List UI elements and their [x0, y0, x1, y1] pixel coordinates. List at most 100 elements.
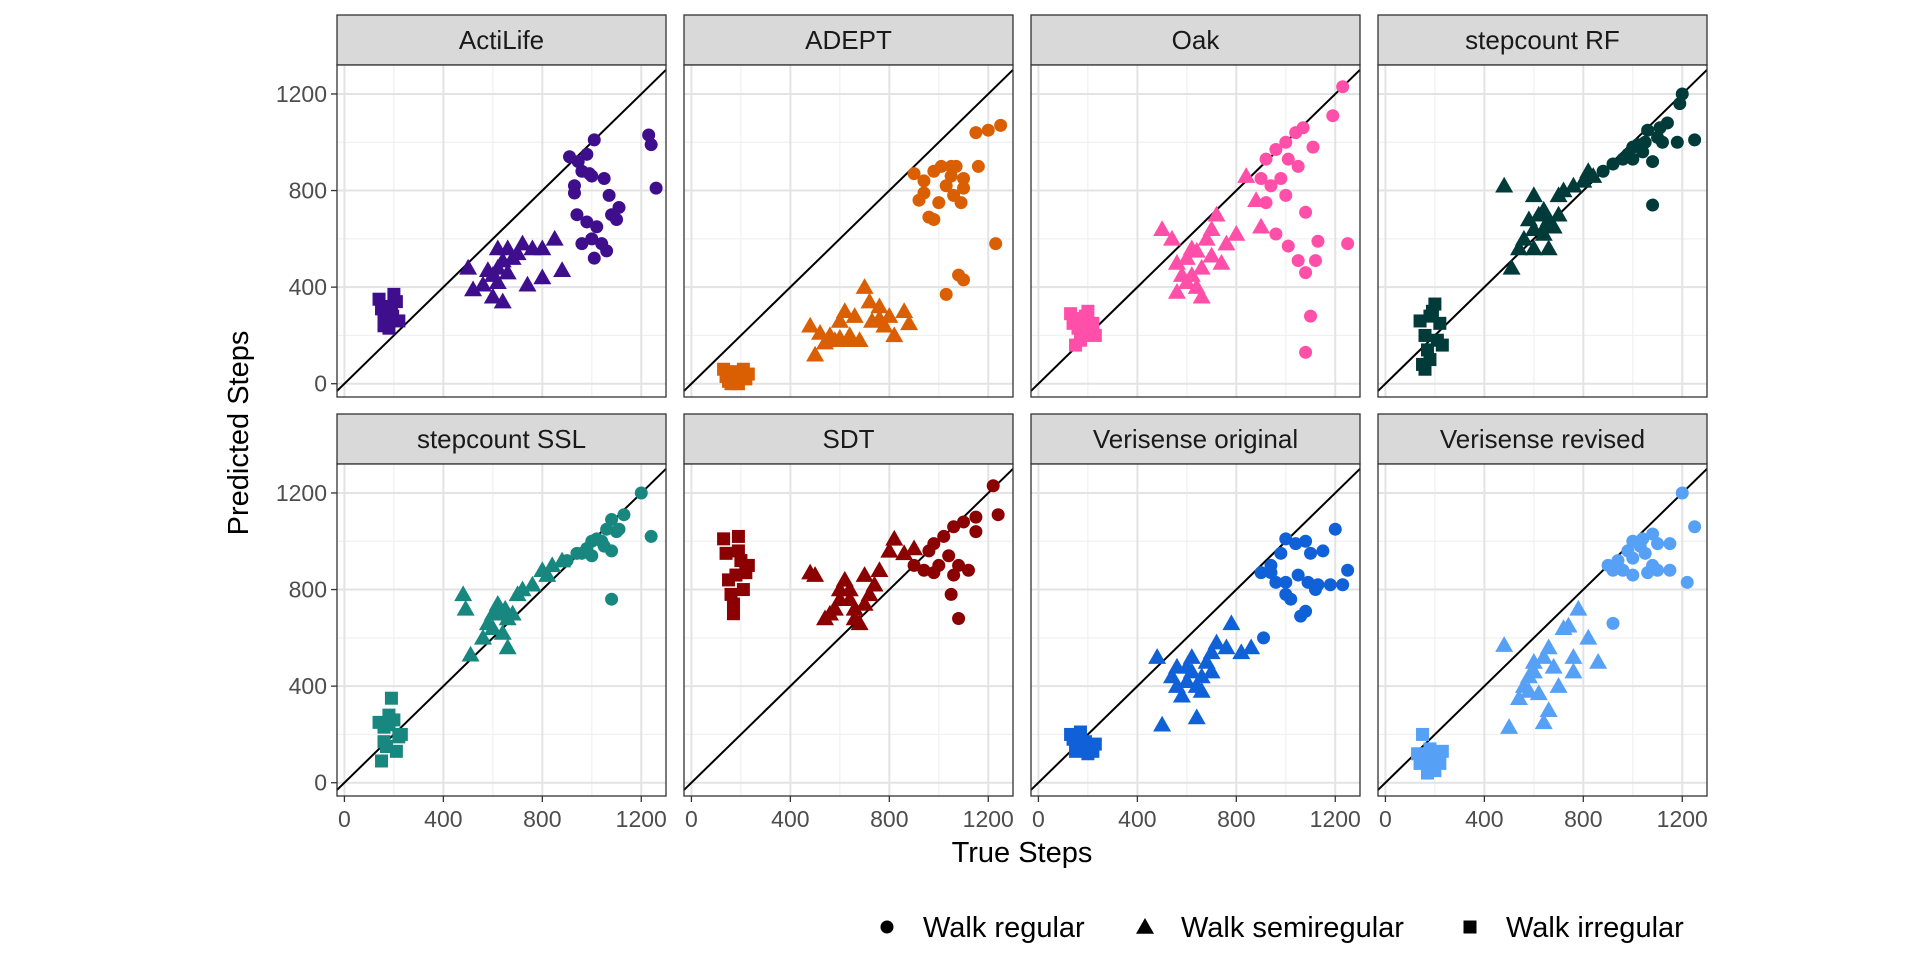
x-tick-label: 800: [523, 806, 561, 832]
x-tick-label: 1200: [1657, 806, 1708, 832]
data-point-semiregular: [533, 268, 552, 285]
data-point-semiregular: [806, 566, 825, 582]
data-point-regular: [1279, 575, 1293, 589]
data-point-regular: [1326, 109, 1340, 123]
data-point-semiregular: [496, 599, 515, 616]
facet-title: Verisense revised: [1440, 424, 1645, 454]
data-point-irregular: [389, 744, 403, 758]
data-point-regular: [1341, 237, 1355, 251]
facet-strip: [336, 14, 667, 66]
data-point-semiregular: [1148, 648, 1167, 664]
data-point-regular: [1336, 80, 1350, 94]
data-point-regular: [1655, 135, 1669, 149]
data-point-irregular: [719, 546, 733, 560]
data-point-regular: [570, 546, 584, 560]
y-axis-label: Predicted Steps: [223, 331, 255, 536]
data-point-semiregular: [1534, 648, 1553, 664]
data-point-semiregular: [1187, 708, 1206, 725]
data-point-regular: [1259, 196, 1273, 210]
data-point-semiregular: [830, 311, 849, 328]
data-point-semiregular: [850, 614, 869, 631]
legend-item: Walk irregular: [1463, 912, 1684, 944]
data-point-semiregular: [885, 529, 904, 546]
x-tick-label: 1200: [963, 806, 1014, 832]
data-point-regular: [587, 251, 601, 265]
x-tick-label: 1200: [616, 806, 667, 832]
data-point-semiregular: [845, 599, 864, 616]
data-point-regular: [580, 147, 594, 161]
data-point-semiregular: [870, 309, 889, 326]
data-point-regular: [994, 118, 1008, 132]
x-tick-label: 800: [1217, 806, 1255, 832]
facet-strip: [1377, 413, 1708, 465]
data-point-semiregular: [1182, 266, 1201, 282]
data-point-regular: [1675, 486, 1689, 500]
panel-border: [336, 64, 667, 398]
data-point-semiregular: [1539, 701, 1558, 718]
data-point-semiregular: [1544, 217, 1563, 234]
data-point-regular: [989, 237, 1003, 251]
data-point-regular: [957, 273, 971, 287]
data-point-regular: [944, 587, 958, 601]
data-point-regular: [907, 167, 921, 181]
data-point-regular: [944, 159, 958, 173]
data-point-regular: [939, 287, 953, 301]
x-tick-label: 800: [870, 806, 908, 832]
facet-title: SDT: [823, 424, 875, 454]
data-point-regular: [590, 220, 604, 234]
data-point-semiregular: [543, 556, 562, 573]
data-point-regular: [1633, 539, 1647, 553]
data-point-regular: [961, 563, 975, 577]
x-tick-label: 1200: [1310, 806, 1361, 832]
facet-strip: [336, 413, 667, 465]
data-point-semiregular: [1510, 689, 1528, 705]
data-point-regular: [1254, 171, 1268, 185]
facet-strip: [1030, 413, 1361, 465]
data-point-semiregular: [1207, 205, 1226, 222]
data-point-semiregular: [1514, 229, 1533, 246]
panel-border: [336, 463, 667, 797]
data-point-semiregular: [1519, 681, 1538, 698]
data-point-semiregular: [1495, 636, 1514, 652]
data-point-regular: [991, 508, 1005, 522]
data-point-semiregular: [459, 258, 478, 275]
data-point-semiregular: [1232, 643, 1251, 660]
data-point-semiregular: [860, 292, 879, 309]
data-point-semiregular: [1524, 662, 1543, 679]
x-tick-label: 400: [424, 806, 462, 832]
data-point-regular: [937, 529, 951, 543]
legend-label: Walk irregular: [1506, 912, 1684, 944]
data-point-semiregular: [1252, 217, 1271, 234]
data-point-semiregular: [855, 278, 874, 294]
data-point-semiregular: [870, 561, 889, 577]
data-point-regular: [932, 196, 946, 210]
data-point-semiregular: [806, 345, 825, 362]
facet-panel: SDT 0 400 800 1200: [683, 413, 1014, 832]
data-point-semiregular: [1217, 234, 1236, 251]
data-point-regular: [1311, 234, 1325, 248]
data-point-regular: [605, 592, 619, 606]
panel-border: [1377, 64, 1708, 398]
data-point-semiregular: [1187, 677, 1206, 693]
data-point-semiregular: [880, 307, 899, 323]
data-point-regular: [600, 244, 614, 258]
data-point-regular: [1281, 239, 1295, 253]
identity-line: [683, 69, 1014, 392]
data-point-irregular: [1416, 727, 1430, 741]
data-point-regular: [1259, 152, 1273, 166]
data-point-semiregular: [1579, 628, 1598, 645]
y-tick-label: 400: [289, 274, 327, 300]
data-point-semiregular: [1534, 225, 1553, 241]
data-point-semiregular: [1534, 200, 1553, 217]
data-point-regular: [939, 179, 953, 193]
data-point-regular: [575, 237, 589, 251]
data-point-regular: [597, 171, 611, 185]
data-point-semiregular: [1167, 282, 1186, 299]
data-point-semiregular: [518, 275, 537, 292]
data-point-irregular: [1425, 747, 1439, 761]
data-point-regular: [1269, 575, 1283, 589]
facet-panel: ActiLife 0 400 800 1200: [276, 14, 667, 398]
data-point-regular: [1688, 520, 1702, 534]
data-point-semiregular: [1564, 176, 1583, 193]
data-point-regular: [1646, 198, 1660, 212]
